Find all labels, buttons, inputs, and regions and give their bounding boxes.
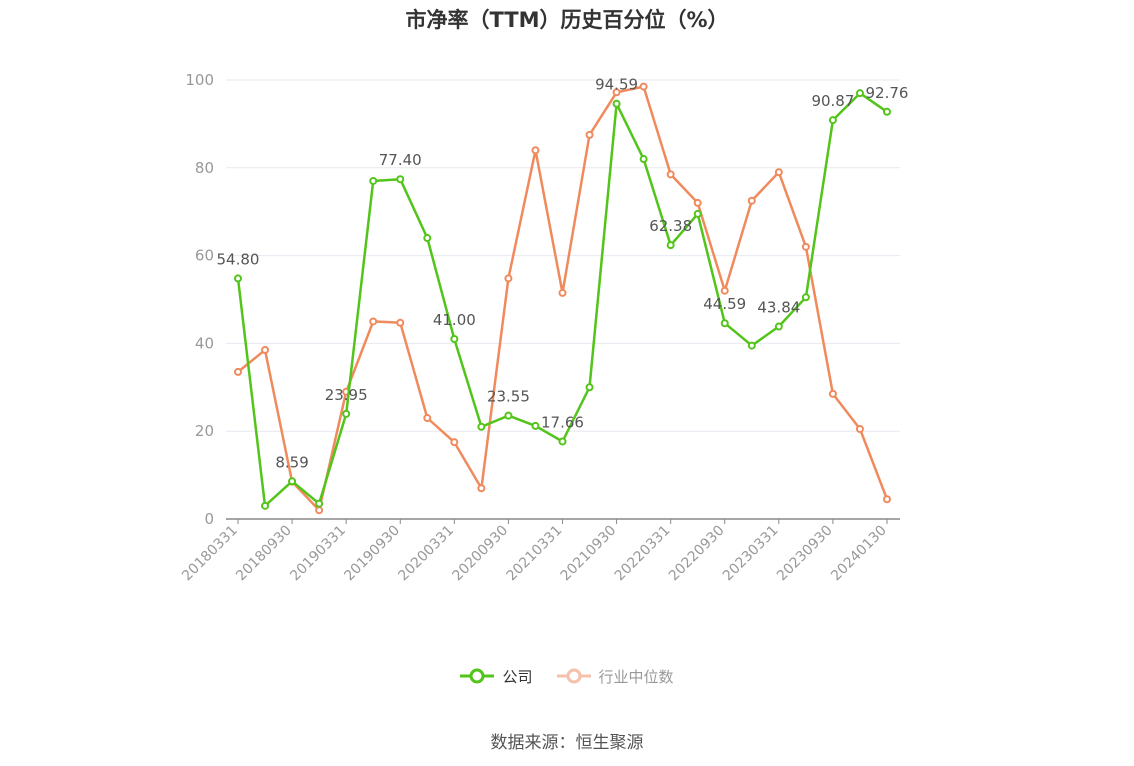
x-tick-label: 20240130 <box>828 523 890 585</box>
data-point-company[interactable] <box>423 234 432 243</box>
data-point-company[interactable] <box>612 99 621 108</box>
data-point-company[interactable] <box>261 501 270 510</box>
y-tick-label: 20 <box>195 422 214 440</box>
y-tick-label: 0 <box>204 510 214 528</box>
data-point-company[interactable] <box>342 409 351 418</box>
y-tick-label: 80 <box>195 159 214 177</box>
data-point-company[interactable] <box>504 411 513 420</box>
data-label: 43.84 <box>757 299 800 317</box>
data-label: 44.59 <box>703 295 746 313</box>
data-point-company[interactable] <box>585 383 594 392</box>
data-point-industry-median[interactable] <box>666 170 675 179</box>
grid-lines <box>226 79 900 432</box>
data-point-industry-median[interactable] <box>774 168 783 177</box>
data-point-industry-median[interactable] <box>261 345 270 354</box>
data-point-industry-median[interactable] <box>396 318 405 327</box>
data-point-industry-median[interactable] <box>883 495 891 504</box>
data-point-industry-median[interactable] <box>693 198 702 207</box>
data-label: 23.55 <box>487 388 530 406</box>
data-point-industry-median[interactable] <box>585 130 594 139</box>
data-point-industry-median[interactable] <box>747 196 756 205</box>
data-point-company[interactable] <box>855 89 864 98</box>
y-tick-label: 60 <box>195 247 214 265</box>
x-tick-label: 20190331 <box>287 523 349 585</box>
data-point-company[interactable] <box>477 422 486 431</box>
axes: 0 20 40 60 80 100 2018033120180930201903312019… <box>179 71 900 584</box>
data-point-industry-median[interactable] <box>369 317 378 326</box>
data-point-industry-median[interactable] <box>612 88 621 97</box>
data-point-company[interactable] <box>774 322 783 331</box>
x-tick-label: 20200930 <box>450 523 512 585</box>
data-label: 23.95 <box>325 386 368 404</box>
data-point-company[interactable] <box>747 341 756 350</box>
data-label: 77.40 <box>379 151 422 169</box>
y-tick-label: 100 <box>185 71 214 89</box>
data-label: 54.80 <box>217 250 260 268</box>
data-point-company[interactable] <box>801 293 810 302</box>
legend-company-swatch-icon <box>460 668 495 684</box>
data-point-industry-median[interactable] <box>315 506 324 515</box>
y-tick-label: 40 <box>195 334 214 352</box>
data-point-company[interactable] <box>720 319 729 328</box>
data-point-industry-median[interactable] <box>855 425 864 434</box>
data-point-company[interactable] <box>883 107 891 116</box>
data-point-company[interactable] <box>639 155 648 164</box>
legend-industry-swatch-icon <box>556 668 591 684</box>
data-point-industry-median[interactable] <box>423 414 432 423</box>
data-point-company[interactable] <box>369 176 378 185</box>
line-chart: 0 20 40 60 80 100 2018033120180930201903312019… <box>179 71 909 584</box>
legend-item-company[interactable]: 公司 <box>460 664 533 688</box>
data-point-industry-median[interactable] <box>531 146 540 155</box>
data-point-industry-median[interactable] <box>450 438 459 447</box>
data-label: 62.38 <box>649 217 692 235</box>
data-label: 8.59 <box>275 453 308 471</box>
data-label: 92.76 <box>866 84 909 102</box>
data-point-company[interactable] <box>288 477 297 486</box>
data-point-company[interactable] <box>558 437 567 446</box>
data-point-company[interactable] <box>828 116 837 125</box>
data-point-company[interactable] <box>531 421 540 430</box>
legend-industry-label: 行业中位数 <box>598 667 674 686</box>
x-tick-label: 20230331 <box>720 523 782 585</box>
data-point-company[interactable] <box>666 241 675 250</box>
data-point-industry-median[interactable] <box>558 288 567 297</box>
data-label: 94.59 <box>595 76 638 94</box>
x-tick-label: 20220930 <box>666 523 728 585</box>
x-tick-label: 20210930 <box>558 523 620 585</box>
chart-title: 市净率（TTM）历史百分位（%） <box>405 8 729 32</box>
data-point-company[interactable] <box>234 274 242 283</box>
data-point-industry-median[interactable] <box>639 82 648 91</box>
x-tick-label: 20220331 <box>612 523 674 585</box>
data-point-industry-median[interactable] <box>801 242 810 251</box>
data-point-industry-median[interactable] <box>504 274 513 283</box>
data-label: 17.66 <box>541 413 584 431</box>
data-point-industry-median[interactable] <box>234 367 242 376</box>
data-label: 90.87 <box>811 92 854 110</box>
data-point-industry-median[interactable] <box>720 286 729 295</box>
data-point-industry-median[interactable] <box>828 389 837 398</box>
data-labels: 54.80 8.59 23.95 77.40 41.00 23.55 17.66 94.59 6… <box>217 76 909 472</box>
legend: 公司 行业中位数 <box>0 664 1134 688</box>
data-point-company[interactable] <box>396 175 405 184</box>
legend-item-industry-median[interactable]: 行业中位数 <box>556 664 674 688</box>
x-tick-label: 20180331 <box>179 523 241 585</box>
data-point-industry-median[interactable] <box>477 484 486 493</box>
data-point-company[interactable] <box>693 209 702 218</box>
data-point-company[interactable] <box>315 499 324 508</box>
x-tick-label: 20210331 <box>504 523 566 585</box>
series-lines <box>234 82 891 515</box>
data-point-company[interactable] <box>450 335 459 344</box>
x-tick-label: 20180930 <box>233 523 295 585</box>
x-tick-label: 20190930 <box>341 523 403 585</box>
legend-company-label: 公司 <box>502 667 533 686</box>
x-tick-label: 20200331 <box>395 523 457 585</box>
source-note: 数据来源：恒生聚源 <box>490 733 644 753</box>
x-tick-label: 20230930 <box>774 523 836 585</box>
data-label: 41.00 <box>433 311 476 329</box>
